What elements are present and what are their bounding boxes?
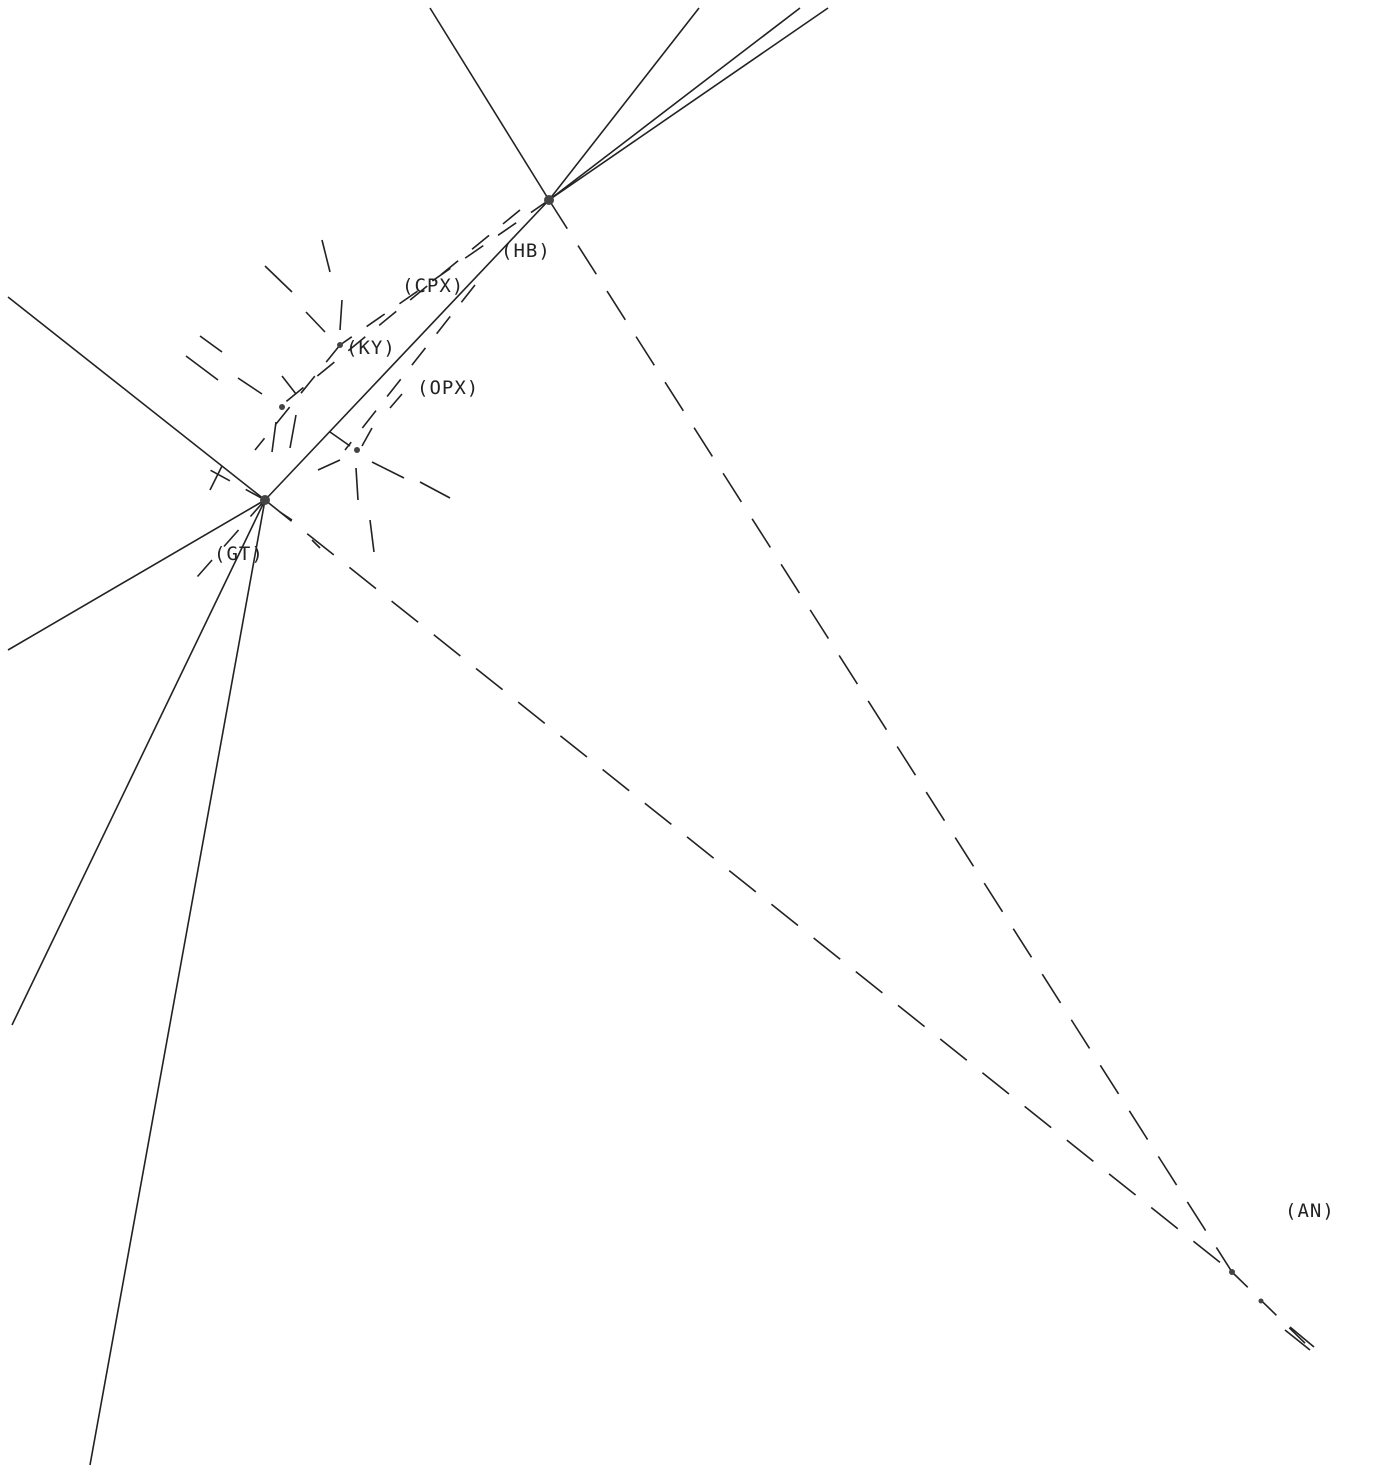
dashed-bearing-lines (189, 199, 550, 586)
an-node (1229, 1269, 1235, 1275)
label-gt: (GT) (214, 543, 264, 565)
gt-marks (209, 465, 321, 549)
left-cluster-fan (185, 335, 297, 453)
label-an: (AN) (1285, 1200, 1335, 1222)
ky-node (337, 342, 343, 348)
opx-node (354, 447, 360, 453)
label-opx: (OPX) (417, 377, 479, 399)
hb-node (544, 195, 554, 205)
label-cpx: (CPX) (402, 275, 464, 297)
label-ky: (KY) (346, 337, 396, 359)
opx-fan (317, 393, 451, 553)
an-node-2 (1258, 1298, 1264, 1304)
ky-fan (264, 239, 343, 333)
dashed-rays-to-an (264, 199, 1315, 1351)
gt-solid-lines (7, 296, 266, 1466)
label-hb: (HB) (501, 240, 551, 262)
hb-solid-lines (264, 7, 829, 501)
gt-node (260, 495, 270, 505)
left-cluster-node (279, 404, 285, 410)
